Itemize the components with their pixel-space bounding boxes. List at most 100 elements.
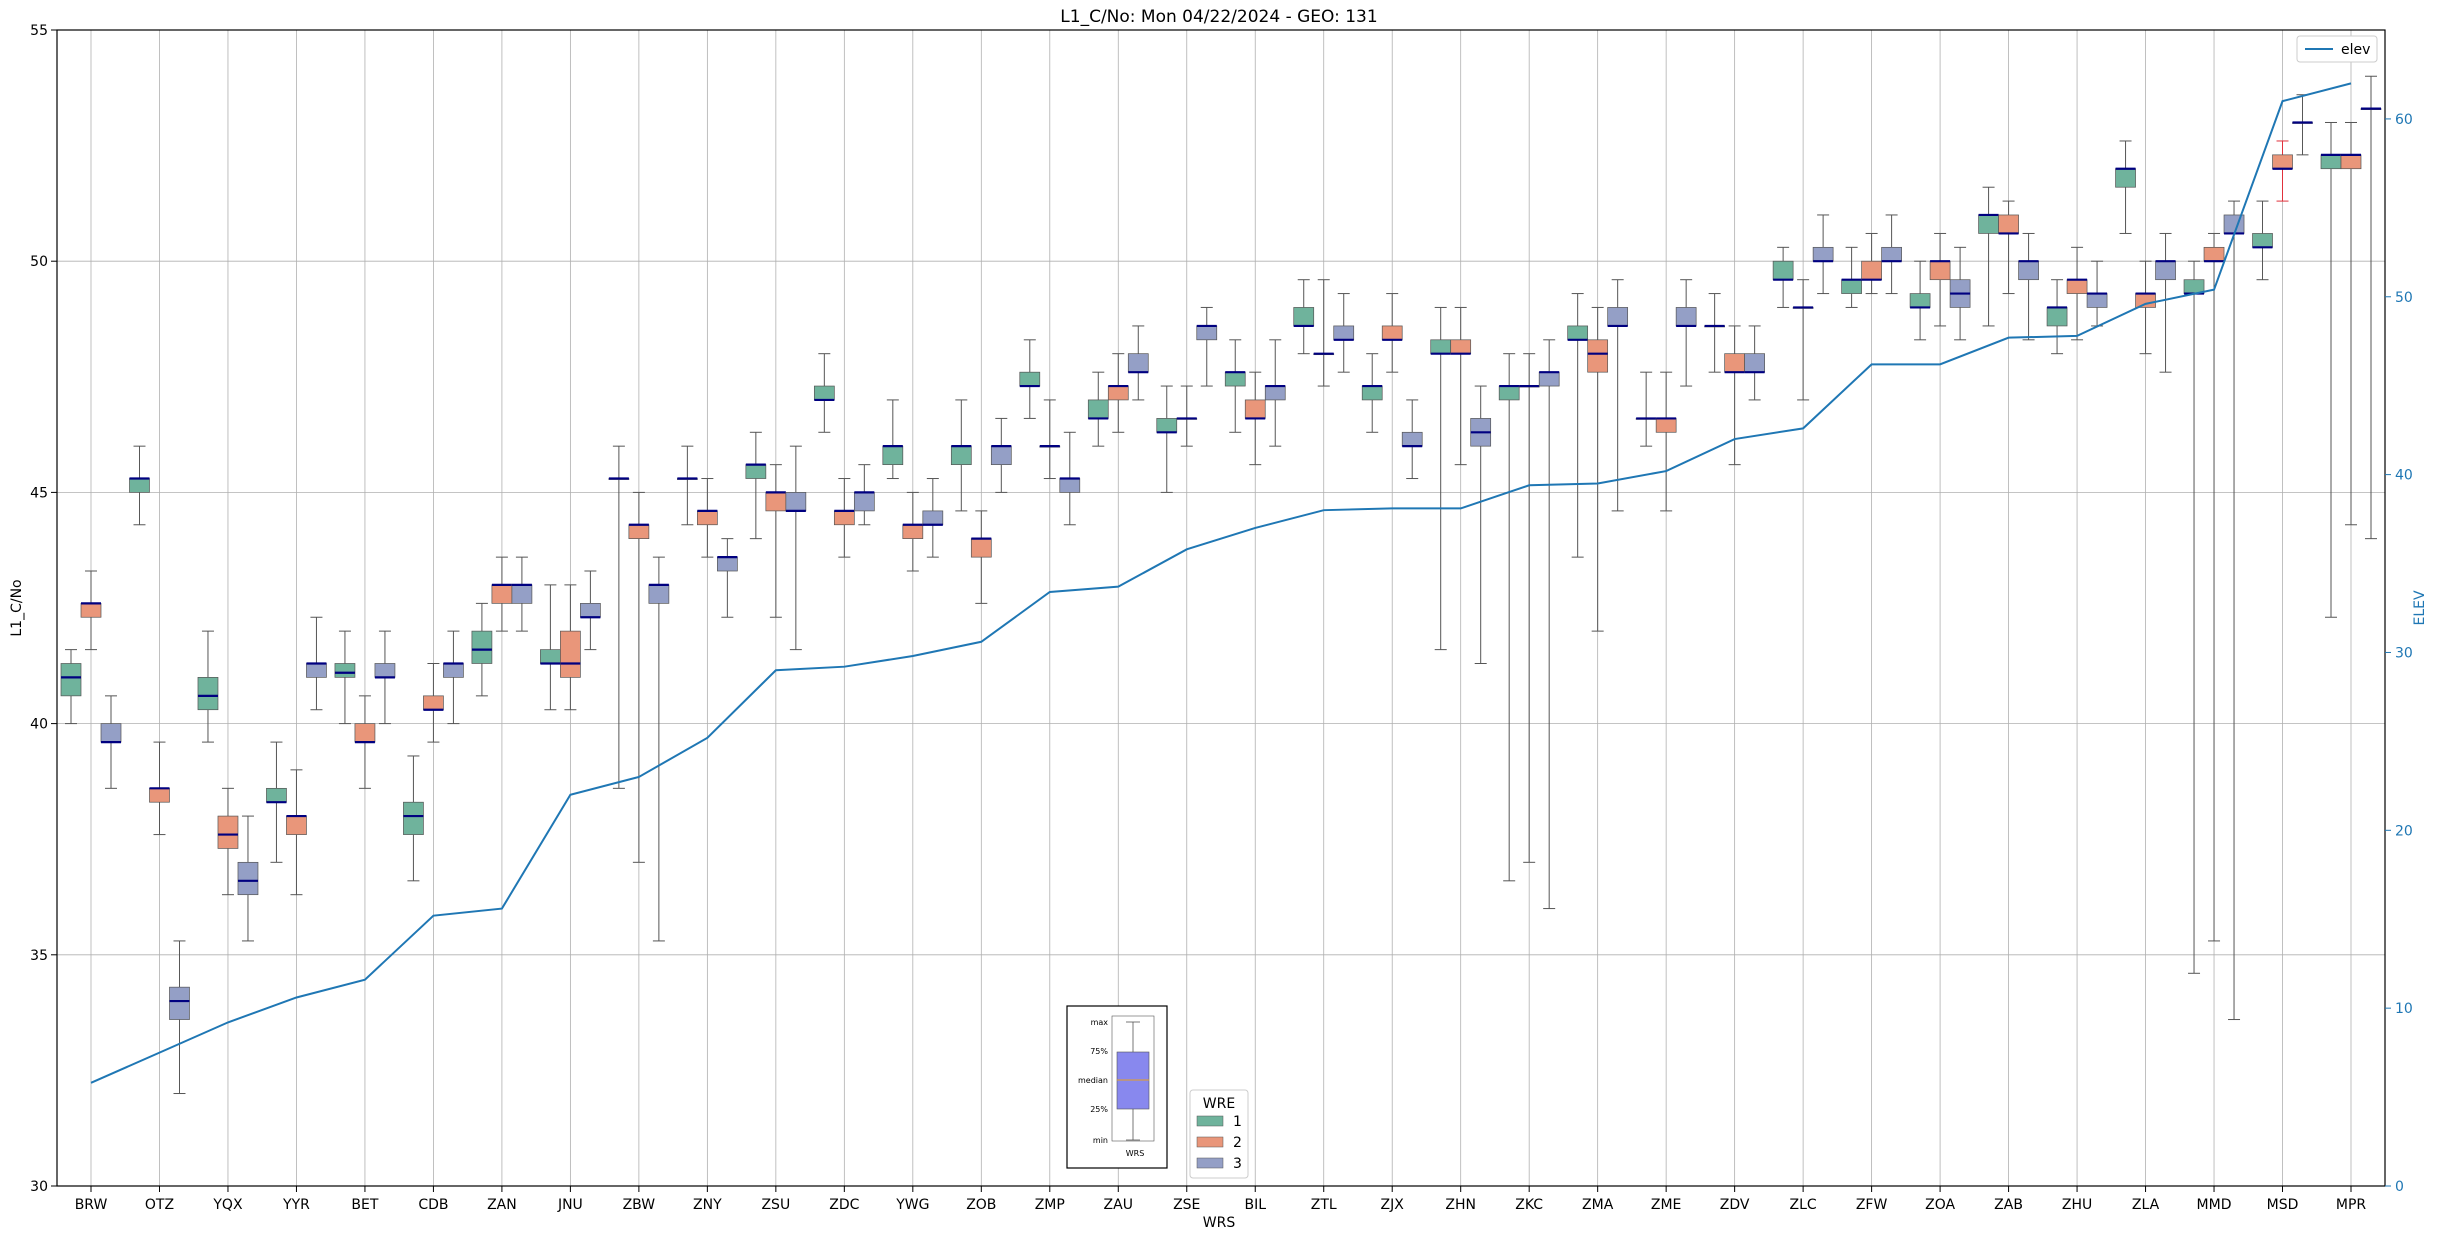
- box-plot-3-bil: [1264, 339, 1286, 447]
- x-tick-label: MMD: [2197, 1197, 2232, 1213]
- box-iqr: [1293, 307, 1315, 327]
- box-plot-1-otz: [129, 445, 150, 526]
- chart-title: L1_C/No: Mon 04/22/2024 - GEO: 131: [1060, 7, 1377, 27]
- box-iqr: [217, 815, 239, 849]
- box-plot-2-zan: [491, 556, 513, 632]
- box-iqr: [853, 492, 875, 512]
- box-plot-2-bet: [354, 695, 376, 789]
- x-axis-label: WRS: [1203, 1215, 1236, 1231]
- box-plot-1-zhu: [2046, 279, 2068, 355]
- x-tick-label: CDB: [418, 1197, 448, 1213]
- box-plot-1-zoa: [1909, 260, 1931, 341]
- elev-line-group: [90, 82, 2352, 1084]
- box-iqr: [354, 723, 376, 743]
- box-iqr: [1538, 371, 1560, 387]
- x-tick-label: ZMP: [1035, 1197, 1065, 1213]
- y-tick-label: 35: [30, 948, 48, 964]
- box-iqr: [628, 524, 650, 539]
- box-plot-3-yqx: [237, 815, 259, 942]
- box-iqr: [1196, 325, 1218, 341]
- box-plot-2-otz: [149, 741, 170, 836]
- box-iqr: [1607, 307, 1629, 327]
- box-plot-3-mmd: [2223, 200, 2245, 1021]
- box-iqr: [2066, 279, 2088, 294]
- y2-tick-label: 0: [2395, 1179, 2404, 1195]
- box-iqr: [1929, 260, 1951, 281]
- box-plot-3-zan: [511, 556, 533, 632]
- box-iqr: [306, 663, 327, 678]
- box-iqr: [443, 663, 464, 678]
- box-iqr: [169, 986, 190, 1020]
- box-plot-2-zlc: [1792, 279, 1814, 401]
- key-xlabel: WRS: [1126, 1149, 1145, 1158]
- box-iqr: [902, 524, 924, 539]
- box-iqr: [80, 603, 102, 618]
- x-tick-label: ZHU: [2062, 1197, 2092, 1213]
- box-plot-2-mpr: [2340, 121, 2362, 526]
- wre-legend-title: WRE: [1203, 1096, 1235, 1112]
- box-plot-3-ywg: [922, 478, 944, 558]
- box-plot-2-msd: [2272, 140, 2293, 202]
- box-plot-1-yyr: [266, 741, 287, 863]
- box-plot-2-zhn: [1450, 306, 1472, 466]
- box-plot-1-cdb: [403, 755, 424, 882]
- box-iqr: [1264, 385, 1286, 401]
- box-plot-2-cdb: [423, 662, 444, 743]
- box-plot-1-zau: [1087, 371, 1109, 447]
- x-tick-label: ZAU: [1104, 1197, 1133, 1213]
- key-label-25: 25%: [1090, 1105, 1108, 1114]
- x-tick-label: ZAN: [487, 1197, 517, 1213]
- box-iqr: [697, 510, 718, 526]
- box-plot-2-zab: [1998, 200, 2019, 295]
- box-plot-3-zdc: [853, 464, 875, 526]
- box-plot-1-zjx: [1361, 353, 1383, 433]
- box-iqr: [2018, 260, 2039, 281]
- box-iqr: [1812, 246, 1834, 262]
- box-iqr: [2272, 154, 2293, 170]
- box-plot-1-bet: [334, 630, 356, 725]
- x-tick-label: ZHN: [1445, 1197, 1476, 1213]
- box-plot-1-zny: [677, 445, 698, 526]
- box-plot-2-yqx: [217, 787, 239, 896]
- x-tick-label: ZSU: [761, 1197, 790, 1213]
- elev-legend-label: elev: [2341, 42, 2370, 58]
- box-iqr: [540, 649, 561, 664]
- box-plot-1-zse: [1156, 385, 1178, 493]
- box-plot-2-zla: [2135, 260, 2156, 355]
- x-tick-label: ZAB: [1994, 1197, 2023, 1213]
- box-plot-2-zoa: [1929, 232, 1951, 327]
- box-iqr: [511, 584, 533, 604]
- box-iqr: [922, 510, 944, 526]
- y2-axis: 0 10 20 30 40 50 60: [2385, 112, 2413, 1195]
- box-iqr: [882, 445, 904, 466]
- wre-legend-entry-2: 2: [1233, 1135, 1242, 1151]
- box-iqr: [2155, 260, 2176, 281]
- box-plot-1-zhn: [1430, 306, 1452, 651]
- box-plot-3-zhu: [2086, 260, 2108, 327]
- key-label-max: max: [1091, 1018, 1109, 1027]
- box-plot-3-zlc: [1812, 214, 1834, 295]
- box-iqr: [1861, 260, 1882, 281]
- x-tick-label: YWG: [895, 1197, 929, 1213]
- x-tick-label: ZLC: [1790, 1197, 1817, 1213]
- box-plot-3-zmp: [1059, 431, 1081, 526]
- x-tick-label: ZKC: [1515, 1197, 1543, 1213]
- y-tick-label: 55: [30, 23, 48, 39]
- box-iqr: [1107, 385, 1129, 401]
- box-iqr: [580, 603, 601, 618]
- y-axis-label: L1_C/No: [9, 579, 25, 636]
- box-iqr: [2086, 293, 2108, 308]
- box-iqr: [1361, 385, 1383, 401]
- x-tick-label: ZOB: [966, 1197, 996, 1213]
- x-tick-label: ZLA: [2132, 1197, 2160, 1213]
- x-tick-label: BRW: [75, 1197, 108, 1213]
- x-tick-label: ZOA: [1925, 1197, 1955, 1213]
- box-iqr: [990, 445, 1012, 466]
- box-plot-3-zse: [1196, 306, 1218, 387]
- y2-axis-label: ELEV: [2412, 590, 2428, 625]
- wre-legend-entry-3: 3: [1233, 1156, 1242, 1172]
- y-tick-label: 50: [30, 254, 48, 270]
- box-plot-3-zme: [1675, 279, 1697, 387]
- box-plot-1-bil: [1224, 339, 1246, 433]
- box-plot-1-zfw: [1841, 246, 1862, 308]
